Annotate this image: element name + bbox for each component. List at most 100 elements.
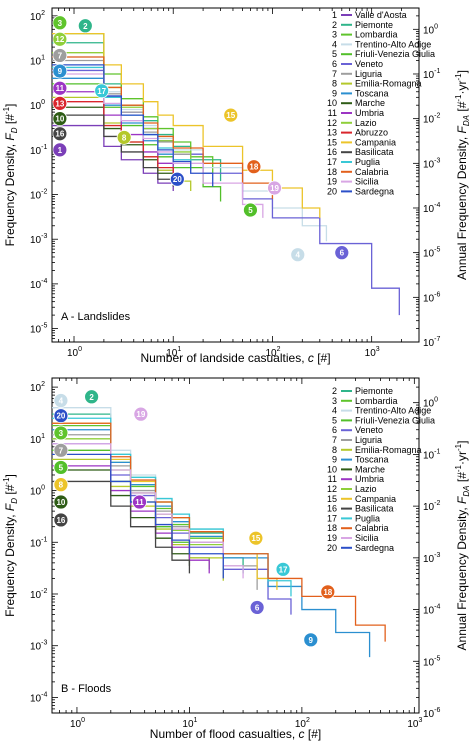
marker-circle bbox=[84, 389, 100, 405]
series-group bbox=[52, 32, 400, 316]
marker-label: 11 bbox=[56, 84, 65, 93]
marker-label: 16 bbox=[56, 516, 65, 525]
marker-2: 2 bbox=[77, 18, 93, 34]
x-tick-label: 101 bbox=[182, 717, 197, 730]
legend-number: 12 bbox=[327, 484, 337, 494]
legend-number: 16 bbox=[327, 504, 337, 514]
marker-label: 6 bbox=[340, 249, 345, 258]
marker-9: 9 bbox=[303, 632, 319, 648]
y-tick-label: 100 bbox=[30, 485, 45, 498]
y-tick-label: 10-1 bbox=[30, 144, 47, 157]
legend-label: Sicilia bbox=[355, 533, 379, 543]
marker-label: 18 bbox=[249, 163, 258, 172]
series-line-13 bbox=[52, 101, 174, 177]
marker-label: 15 bbox=[251, 534, 260, 543]
marker-8: 8 bbox=[116, 130, 132, 145]
legend-label: Basilicata bbox=[355, 504, 394, 514]
marker-11: 11 bbox=[132, 494, 147, 510]
marker-9: 9 bbox=[52, 63, 68, 79]
legend-number: 11 bbox=[328, 474, 337, 484]
legend-label: Liguria bbox=[355, 435, 382, 445]
marker-circle bbox=[52, 48, 68, 63]
marker-20: 20 bbox=[53, 408, 69, 424]
marker-label: 8 bbox=[59, 481, 64, 490]
marker-circle bbox=[53, 393, 69, 408]
plot-frame bbox=[51, 377, 420, 714]
y2-tick-label: 10-6 bbox=[423, 291, 440, 304]
series-line-20 bbox=[52, 453, 224, 579]
marker-15: 15 bbox=[223, 107, 239, 123]
legend-entry: 12 Lazio bbox=[327, 484, 377, 494]
legend-entry: 16 Basilicata bbox=[327, 147, 394, 157]
marker-circle bbox=[275, 561, 291, 577]
marker-circle bbox=[248, 530, 264, 546]
marker-circle bbox=[53, 442, 69, 458]
y-tick-label: 102 bbox=[30, 10, 45, 23]
y2-tick-label: 10-2 bbox=[423, 113, 440, 126]
legend-number: 19 bbox=[327, 177, 337, 187]
marker-16: 16 bbox=[52, 126, 68, 142]
marker-2: 2 bbox=[84, 389, 100, 405]
legend-label: Campania bbox=[355, 494, 396, 504]
marker-circle bbox=[52, 126, 68, 142]
legend-label: Lombardia bbox=[355, 30, 398, 40]
marker-circle bbox=[94, 83, 110, 99]
marker-circle bbox=[169, 171, 185, 187]
legend-label: Liguria bbox=[355, 69, 382, 79]
legend-label: Piemonte bbox=[355, 386, 393, 396]
y2-tick-label: 10-4 bbox=[423, 604, 440, 617]
y-tick-label: 10-5 bbox=[30, 323, 47, 336]
y2-axis-label: Annual Frequency Density, FDA [#-1·yr-1] bbox=[454, 70, 471, 280]
y2-tick-label: 10-5 bbox=[423, 655, 440, 668]
marker-circle bbox=[77, 18, 93, 34]
marker-12: 12 bbox=[52, 31, 68, 47]
series-line-7 bbox=[52, 434, 258, 590]
y2-tick-label: 10-3 bbox=[423, 552, 440, 565]
marker-label: 20 bbox=[173, 175, 182, 184]
legend-number: 11 bbox=[328, 108, 337, 118]
y2-tick-label: 10-6 bbox=[423, 707, 440, 720]
y-axis-label: Frequency Density, FD [#-1] bbox=[2, 104, 19, 247]
marker-18: 18 bbox=[320, 584, 336, 600]
x-tick-label: 102 bbox=[295, 717, 310, 730]
y-tick-label: 100 bbox=[30, 99, 45, 112]
marker-5: 5 bbox=[53, 460, 69, 475]
marker-circle bbox=[52, 95, 68, 111]
legend-number: 1 bbox=[332, 10, 337, 20]
series-line-16 bbox=[52, 114, 174, 187]
y-axis-label: Frequency Density, FD [#-1] bbox=[2, 474, 19, 617]
marker-label: 9 bbox=[309, 636, 314, 645]
marker-13: 13 bbox=[52, 95, 68, 111]
y2-tick-label: 10-5 bbox=[423, 247, 440, 260]
y2-tick-label: 100 bbox=[423, 23, 438, 36]
legend-label: Emilia-Romagna bbox=[355, 79, 422, 89]
y2-tick-label: 10-4 bbox=[423, 202, 440, 215]
marker-circle bbox=[249, 600, 265, 615]
legend-label: Trentino-Alto Adige bbox=[355, 39, 431, 49]
legend-entry: 18 Calabria bbox=[327, 167, 389, 177]
marker-6: 6 bbox=[334, 245, 350, 261]
legend-number: 3 bbox=[332, 30, 337, 40]
legend-label: Toscana bbox=[355, 455, 389, 465]
legend-label: Friuli-Venezia Giulia bbox=[355, 415, 435, 425]
marker-label: 4 bbox=[59, 397, 64, 406]
marker-circle bbox=[320, 584, 336, 600]
marker-circle bbox=[334, 245, 350, 261]
series-line-20 bbox=[52, 64, 214, 187]
legend-entry: 17 Puglia bbox=[327, 157, 380, 167]
legend-entry: 5 Friuli-Venezia Giulia bbox=[332, 415, 435, 425]
y-tick-label: 10-2 bbox=[30, 588, 47, 601]
marker-label: 11 bbox=[135, 498, 144, 507]
marker-20: 20 bbox=[169, 171, 185, 187]
legend-label: Sicilia bbox=[355, 177, 379, 187]
marker-label: 2 bbox=[83, 22, 88, 31]
marker-label: 3 bbox=[59, 429, 64, 438]
y2-tick-label: 10-1 bbox=[423, 448, 440, 461]
marker-label: 12 bbox=[55, 35, 64, 44]
y2-tick-label: 10-1 bbox=[423, 68, 440, 81]
legend-number: 5 bbox=[332, 49, 337, 59]
legend-number: 4 bbox=[332, 39, 337, 49]
legend-label: Trentino-Alto Adige bbox=[355, 406, 431, 416]
x-tick-label: 101 bbox=[166, 346, 181, 359]
chart-panel-1: 100 101 102 10310210110010-110-210-310-410-… bbox=[2, 7, 471, 365]
